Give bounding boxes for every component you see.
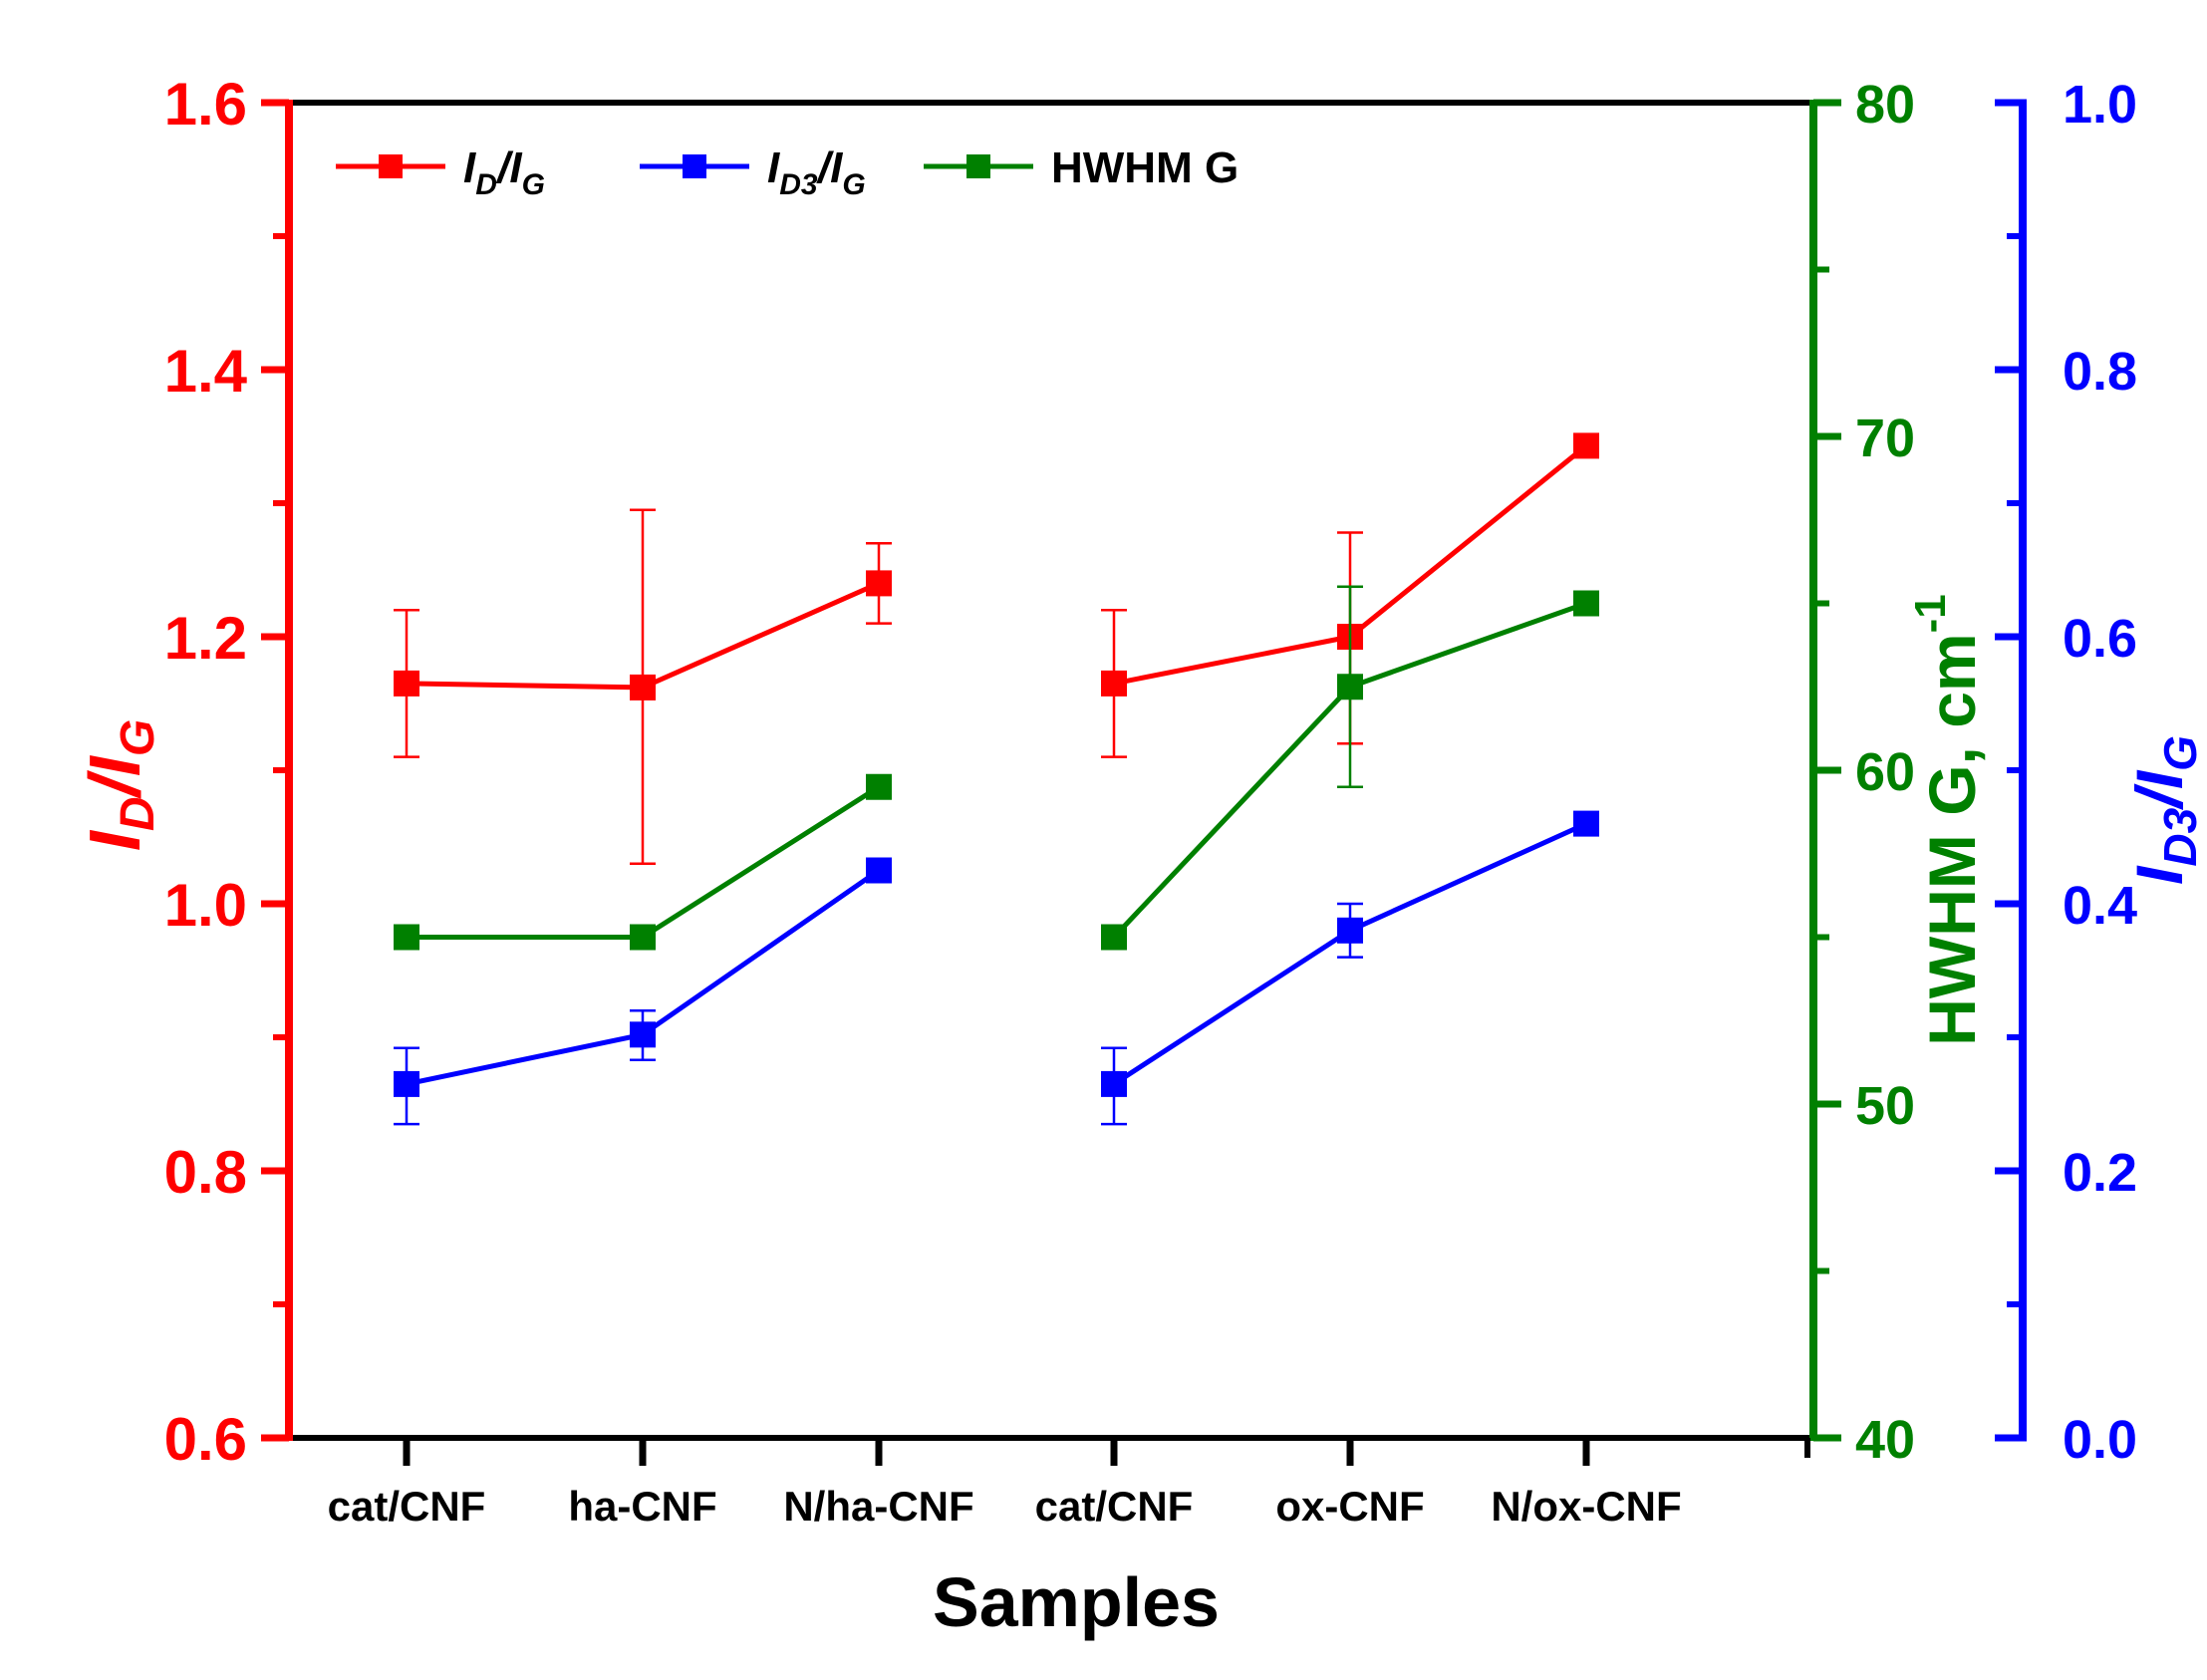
plot-frame	[289, 100, 1813, 1441]
blue-tick-label: 0.6	[2063, 609, 2137, 669]
left-tick-label: 1.0	[164, 872, 247, 939]
legend-label: HWHM G	[1051, 143, 1239, 192]
right-axis-id3-ig: 0.0 0.2 0.4 0.6 0.8 1.0 ID3 /IG	[1995, 75, 2206, 1470]
blue-tick-label: 0.0	[2063, 1410, 2137, 1470]
x-tick-label: N/ox-CNF	[1491, 1483, 1681, 1530]
legend-marker	[966, 154, 990, 178]
x-axis: cat/CNF ha-CNF N/ha-CNF cat/CNF ox-CNF N/ox-C…	[328, 1438, 1810, 1530]
legend-marker	[379, 154, 403, 178]
right-axis-hwhm: 40 50 60 70 80 HWHM G, cm-1	[1809, 75, 1989, 1470]
data-point	[630, 924, 656, 951]
series-hwhm-g	[394, 585, 1599, 951]
data-point	[1101, 670, 1127, 697]
data-point	[394, 1070, 419, 1097]
legend-item: ID /IG	[336, 143, 545, 201]
data-point	[866, 773, 892, 800]
data-point	[866, 570, 892, 597]
data-point	[1573, 590, 1599, 617]
green-axis-title: HWHM G, cm-1	[1906, 594, 1989, 1045]
legend-label: ID3 /IG	[767, 143, 866, 201]
left-tick-label: 1.2	[164, 605, 247, 672]
series-id3-ig	[394, 810, 1599, 1126]
data-point	[1337, 674, 1363, 700]
data-point	[394, 924, 419, 951]
x-tick-label: cat/CNF	[1035, 1483, 1194, 1530]
series-id-ig	[394, 432, 1599, 866]
green-tick-label: 60	[1855, 742, 1915, 802]
legend-item: HWHM G	[924, 143, 1239, 192]
green-tick-label: 80	[1855, 75, 1915, 135]
data-point	[1573, 810, 1599, 837]
series-layer	[394, 432, 1599, 1126]
left-tick-label: 0.6	[164, 1406, 247, 1473]
left-tick-label: 1.4	[164, 338, 248, 405]
blue-tick-label: 0.8	[2063, 342, 2137, 402]
green-tick-label: 50	[1855, 1076, 1915, 1136]
legend-label: ID /IG	[463, 143, 545, 201]
left-axis-id-ig: 0.6 0.8 1.0 1.2 1.4 1.6 ID /IG	[76, 71, 293, 1473]
data-point	[394, 670, 419, 697]
blue-tick-label: 1.0	[2063, 75, 2137, 135]
x-axis-title: Samples	[933, 1563, 1220, 1641]
green-tick-label: 70	[1855, 409, 1915, 468]
legend-item: ID3 /IG	[640, 143, 866, 201]
left-axis-title: ID /IG	[76, 719, 164, 851]
x-tick-label: N/ha-CNF	[783, 1483, 973, 1530]
x-tick-label: cat/CNF	[328, 1483, 486, 1530]
left-tick-label: 0.8	[164, 1139, 247, 1206]
legend: ID /IG ID3 /IG HWHM G	[336, 143, 1239, 201]
left-tick-label: 1.6	[164, 71, 247, 138]
x-tick-label: ox-CNF	[1275, 1483, 1424, 1530]
data-point	[630, 674, 656, 700]
blue-tick-label: 0.2	[2063, 1143, 2137, 1203]
data-point	[1101, 1070, 1127, 1097]
blue-tick-label: 0.4	[2063, 876, 2137, 936]
legend-marker	[683, 154, 706, 178]
data-point	[1573, 432, 1599, 459]
x-tick-label: ha-CNF	[568, 1483, 716, 1530]
data-point	[866, 857, 892, 884]
green-tick-label: 40	[1855, 1410, 1915, 1470]
blue-axis-title: ID3 /IG	[2122, 735, 2206, 885]
data-point	[630, 1021, 656, 1048]
data-point	[1101, 924, 1127, 951]
data-point	[1337, 917, 1363, 944]
